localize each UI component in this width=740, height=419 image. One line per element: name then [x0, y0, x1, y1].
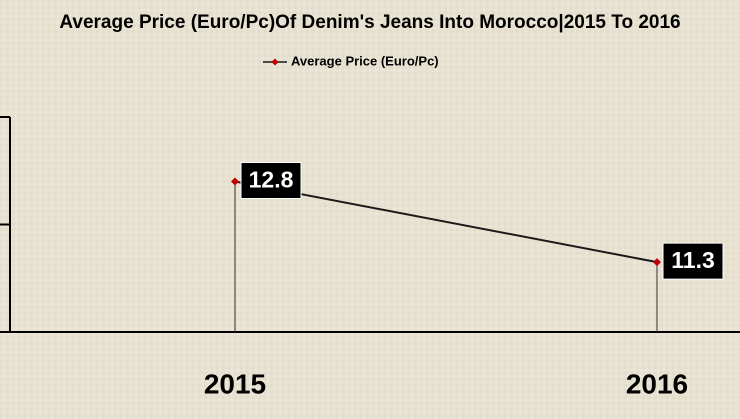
series-line	[234, 180, 658, 264]
x-tick-label: 2015	[204, 368, 266, 399]
point	[653, 258, 661, 267]
data-label: 11.3	[671, 247, 715, 273]
data-label: 12.8	[249, 167, 294, 193]
data-label-box	[240, 162, 302, 199]
data-label-box	[662, 242, 724, 280]
chart-title: Average Price (Euro/Pc)Of Denim's Jeans …	[59, 12, 680, 33]
point	[231, 177, 239, 186]
legend-label: Average Price (Euro/Pc)	[291, 53, 439, 68]
x-tick-label: 2016	[626, 368, 688, 399]
legend-marker	[271, 58, 279, 66]
